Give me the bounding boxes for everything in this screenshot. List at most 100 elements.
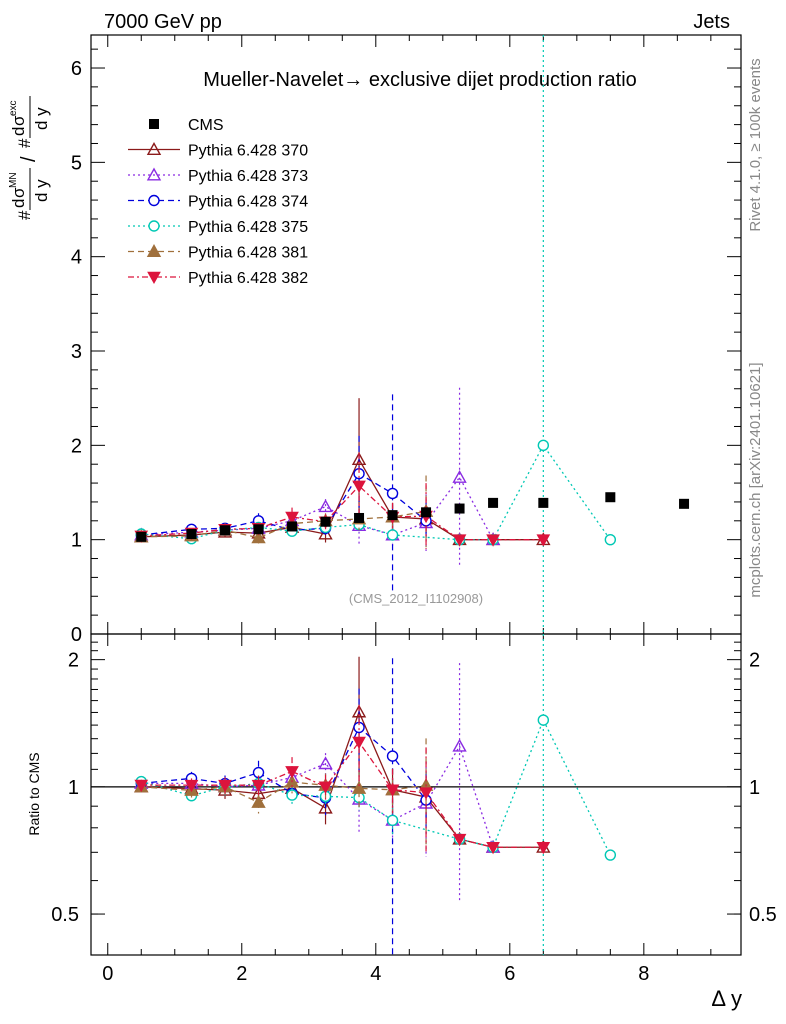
- cms-data-point: [454, 503, 465, 514]
- legend-marker: [148, 194, 160, 207]
- ratio-point: [251, 794, 266, 808]
- cms-data-point: [679, 498, 690, 509]
- y-tick-label: 0: [71, 624, 82, 646]
- ratio-line: [141, 744, 494, 848]
- legend-entry: Pythia 6.428 370: [128, 142, 308, 160]
- series-layer: [134, 35, 690, 955]
- ratio-frame: [90, 633, 742, 956]
- legend-entry: Pythia 6.428 373: [128, 167, 308, 185]
- ratio-line: [141, 718, 611, 856]
- svg-text:d: d: [9, 127, 28, 136]
- data-point: [604, 533, 617, 546]
- legend-marker: [148, 220, 160, 232]
- svg-text:d y: d y: [32, 179, 51, 202]
- cms-data-point: [136, 531, 147, 542]
- legend-entry: Pythia 6.428 374: [128, 194, 308, 211]
- ratio-point: [536, 841, 551, 855]
- cms-data-point: [287, 521, 298, 532]
- cms-data-point: [220, 525, 231, 536]
- cms-data-point: [253, 524, 264, 535]
- data-point: [352, 480, 366, 493]
- ratio-point: [218, 779, 232, 793]
- data-point: [351, 452, 367, 465]
- legend-label: CMS: [188, 117, 224, 134]
- legend-entry: CMS: [149, 117, 224, 134]
- ratio-point: [352, 736, 366, 750]
- header-left: 7000 GeV pp: [104, 11, 222, 33]
- ratio-point: [452, 833, 467, 847]
- cms-data-point: [421, 507, 432, 518]
- data-point: [536, 534, 551, 547]
- ratio-y-tick-label: 0.5: [51, 904, 79, 926]
- svg-text:exc: exc: [8, 100, 19, 116]
- series-3: [135, 394, 432, 955]
- ratio-point: [386, 814, 399, 827]
- cms-data-point: [387, 510, 398, 521]
- ratio-point: [285, 766, 299, 779]
- ratio-point: [419, 787, 433, 800]
- series-line: [141, 476, 494, 540]
- ratio-point: [184, 779, 199, 793]
- y-tick-label: 4: [71, 247, 82, 269]
- ratio-point: [286, 789, 298, 801]
- ratio-y-tick-label: 1: [68, 777, 79, 799]
- cms-data-point: [488, 497, 499, 508]
- y-tick-label: 2: [71, 435, 82, 457]
- x-tick-label: 2: [236, 963, 247, 985]
- svg-text:σ: σ: [9, 187, 28, 198]
- data-point: [386, 529, 399, 541]
- ratio-y-tick-label: 2: [68, 650, 79, 672]
- cms-data-point: [538, 497, 549, 508]
- header-right: Jets: [693, 11, 730, 33]
- ratio-point: [452, 738, 467, 752]
- x-axis-label: Δ y: [711, 986, 742, 1011]
- series-2: [134, 387, 501, 903]
- series-line: [141, 458, 544, 541]
- series-cms: [136, 492, 690, 542]
- x-tick-label: 6: [504, 963, 515, 985]
- legend-label: Pythia 6.428 373: [188, 168, 308, 185]
- ratio-y-tick-label-right: 2: [749, 650, 760, 672]
- y-axis-label: # d σ MN d y / # d σ exc d y: [8, 96, 51, 220]
- ratio-point: [134, 779, 149, 793]
- legend-marker: [149, 119, 159, 129]
- data-point: [285, 511, 299, 525]
- legend-entry: Pythia 6.428 375: [128, 219, 308, 236]
- x-tick-label: 8: [638, 963, 649, 985]
- series-line: [141, 484, 544, 541]
- y-tick-label: 5: [71, 152, 82, 174]
- rivet-version-label: Rivet 4.1.0, ≥ 100k events: [747, 58, 764, 231]
- x-tick-label: 4: [370, 963, 381, 985]
- data-point: [318, 499, 333, 513]
- analysis-watermark: (CMS_2012_I1102908): [349, 591, 483, 606]
- ratio-y-tick-label-right: 1: [749, 777, 760, 799]
- ratio-line: [141, 740, 544, 848]
- y-tick-labels: 0 1 2 3 4 5 6 0.5 0.5 1 1 2 2: [51, 58, 777, 926]
- legend-marker: [147, 271, 161, 285]
- data-point: [386, 487, 399, 500]
- ratio-point: [318, 781, 333, 794]
- y-tick-label: 1: [71, 530, 82, 552]
- data-point: [452, 469, 467, 483]
- legend-marker: [146, 142, 162, 156]
- ratio-point: [385, 784, 400, 797]
- ratio-line: [141, 726, 427, 801]
- ratio-point: [251, 779, 266, 793]
- ratio-axis-label: Ratio to CMS: [26, 752, 42, 835]
- cms-data-point: [605, 492, 616, 503]
- svg-text:#: #: [15, 138, 34, 148]
- data-point: [452, 534, 467, 547]
- cms-data-point: [186, 529, 197, 540]
- legend-entry: Pythia 6.428 381: [128, 244, 308, 262]
- data-point: [318, 526, 333, 540]
- svg-text:/: /: [18, 156, 40, 162]
- ratio-point: [537, 714, 550, 726]
- ratio-point: [486, 841, 500, 855]
- legend-label: Pythia 6.428 381: [188, 245, 308, 262]
- ratio-point: [604, 849, 617, 861]
- ratio-point: [386, 750, 399, 762]
- ratio-point: [351, 780, 367, 794]
- ratio-y-tick-label-right: 0.5: [749, 904, 777, 926]
- data-point: [537, 439, 550, 452]
- y-tick-label: 3: [71, 341, 82, 363]
